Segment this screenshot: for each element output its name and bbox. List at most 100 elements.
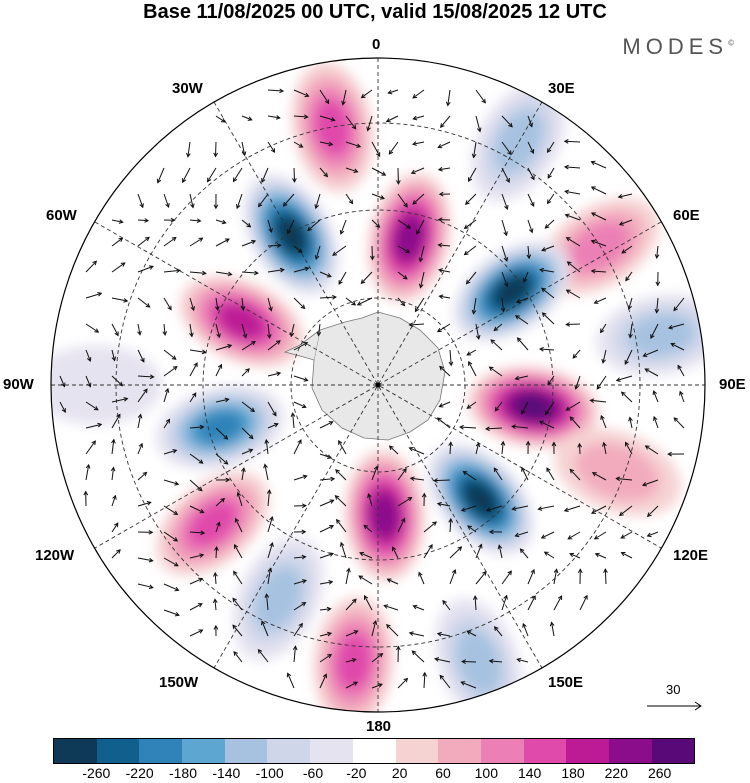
wind-vector-head [217, 363, 223, 369]
wind-vector-head [467, 177, 473, 183]
wind-vector [384, 605, 399, 611]
wind-vector-head [327, 454, 333, 459]
wind-vector [566, 323, 581, 326]
wind-vector-head [590, 239, 596, 245]
wind-vector-head [377, 683, 383, 688]
wind-vector [371, 193, 385, 199]
wind-vector-head [335, 518, 341, 524]
wind-vector [621, 552, 633, 559]
wind-vector [656, 297, 659, 313]
wind-vector-head [114, 522, 119, 528]
wind-vector-head [418, 571, 423, 577]
wind-vector-head [191, 392, 197, 398]
wind-vector [189, 193, 194, 208]
colorbar-swatch [267, 739, 311, 763]
wind-vector [241, 401, 255, 412]
wind-vector-head [356, 301, 362, 306]
wind-vector-head [352, 598, 357, 604]
wind-vector-head [248, 434, 254, 440]
wind-vector-head [504, 204, 509, 210]
wind-vector [340, 219, 347, 235]
wind-vector [163, 388, 169, 403]
wind-vector [215, 271, 232, 275]
wind-vector [189, 578, 203, 585]
wind-vector-head [403, 202, 408, 208]
wind-vector [474, 596, 477, 611]
wind-vector [293, 245, 303, 253]
wind-vector-head [553, 568, 559, 574]
wind-vector [215, 398, 229, 403]
wind-vector-head [240, 306, 246, 312]
wind-vector [319, 581, 333, 585]
wind-vector-head [334, 495, 340, 500]
wind-vector-head [220, 118, 226, 123]
wind-vector-head [300, 304, 306, 310]
wind-vector-head [679, 390, 684, 396]
anomaly-contour [195, 410, 245, 444]
wind-vector [163, 531, 178, 542]
wind-vector [625, 271, 633, 281]
wind-vector-head [412, 604, 418, 610]
colorbar-swatch [96, 739, 140, 763]
wind-vector-head [375, 223, 381, 228]
lon-label-90e: 90E [719, 376, 746, 393]
anomaly-contour [314, 99, 351, 156]
wind-vector [592, 472, 607, 481]
wind-vector [565, 214, 581, 221]
wind-vector-head [442, 599, 447, 605]
colorbar-tick-label: -220 [125, 765, 154, 781]
wind-vector-head [292, 645, 298, 651]
wind-vector [315, 245, 321, 260]
wind-vector [547, 375, 555, 385]
wind-vector [434, 479, 451, 482]
wind-vector [340, 542, 347, 559]
wind-vector-head [216, 521, 221, 527]
wind-vector-head [61, 408, 66, 414]
wind-vector-head [190, 203, 195, 209]
wind-vector-head [593, 299, 599, 304]
wind-vector [527, 219, 533, 233]
wind-vector [501, 271, 508, 287]
wind-vector [342, 89, 347, 105]
wind-vector [619, 505, 633, 516]
wind-vector [85, 401, 99, 411]
wind-vector [411, 167, 425, 174]
wind-vector [371, 620, 377, 637]
wind-vector-head [537, 506, 543, 511]
wind-vector-head [412, 94, 418, 99]
wind-vector-head [383, 604, 389, 609]
wind-vector [409, 632, 425, 637]
wind-vector-head [564, 213, 570, 219]
wind-vector-head [574, 384, 579, 390]
wind-vector [318, 323, 321, 336]
wind-vector-head [507, 150, 512, 156]
wind-vector-head [301, 503, 307, 509]
wind-vector-head [667, 324, 673, 330]
wind-vector [595, 553, 607, 559]
wind-vector-head [86, 382, 92, 388]
wind-vector [111, 349, 116, 361]
lon-label-30e: 30E [548, 80, 575, 97]
wind-vector-head [316, 331, 322, 337]
wind-vector-head [386, 578, 392, 583]
wind-vector [397, 297, 405, 306]
lon-label-30w: 30W [172, 80, 203, 97]
wind-vector-head [528, 122, 533, 128]
wind-vector-head [544, 224, 550, 229]
wind-vector-head [541, 247, 547, 252]
wind-vector [85, 349, 91, 362]
wind-vector-head [225, 477, 231, 483]
wind-vector-head [351, 657, 357, 663]
wind-vector-head [620, 534, 626, 539]
wind-vector-head [328, 421, 334, 426]
wind-vector-head [546, 199, 552, 205]
colorbar-swatch [54, 739, 97, 763]
wind-vector [163, 237, 177, 247]
wind-vector [319, 167, 328, 177]
wind-vector [438, 269, 451, 273]
wind-vector-head [254, 270, 259, 276]
wind-vector-head [381, 171, 387, 176]
wind-vector-head [138, 442, 144, 448]
wind-vector [466, 271, 477, 285]
wind-vector-head [156, 178, 162, 184]
